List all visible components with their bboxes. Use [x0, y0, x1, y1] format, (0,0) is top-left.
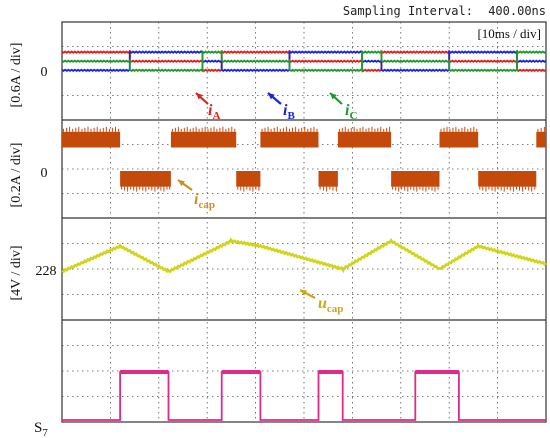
label-ucap: ucap [318, 295, 343, 315]
arrow-icap-head [178, 180, 185, 187]
label-icap: icap [194, 191, 215, 211]
panel2-ylabel: [0.2A / div] [9, 143, 24, 208]
panel4-s7-label: S7 [34, 420, 48, 438]
waveforms [61, 49, 547, 421]
sampling-interval: Sampling Interval: 400.00ns [343, 4, 546, 18]
label-iB: iB [283, 102, 295, 122]
series-iC [61, 49, 547, 73]
S7-high-segment [415, 370, 459, 374]
label-iC: iC [345, 102, 357, 122]
icap-segment-4 [168, 171, 171, 187]
icap-segment-12 [318, 171, 338, 187]
arrow-iC-head [330, 93, 337, 100]
sampling-value: 400.00ns [488, 4, 546, 18]
arrow-iB-head [268, 93, 275, 100]
icap-segment-20 [478, 171, 537, 187]
icap-segment-14 [337, 131, 392, 148]
annotation-arrows [177, 92, 343, 299]
icap-segment-16 [391, 171, 440, 187]
panel2-zero-label: 0 [41, 166, 48, 181]
panel3-ylabel: [4V / div] [9, 246, 24, 301]
S7-high-segment [120, 370, 169, 374]
sampling-label: Sampling Interval: [343, 4, 473, 18]
arrow-iA-head [196, 93, 203, 100]
label-iA: iA [208, 102, 220, 122]
grid [62, 22, 546, 422]
icap-segment-2 [120, 171, 169, 187]
series-iA [61, 49, 547, 73]
icap-segment-8 [236, 171, 261, 187]
S7-high-segment [318, 370, 343, 374]
icap-segment-6 [170, 131, 237, 148]
icap-segment-22 [536, 131, 546, 148]
timebase-label: [10ms / div] [477, 26, 541, 41]
icap-segment-0 [62, 131, 121, 148]
series-iB [61, 49, 547, 73]
panel1-zero-label: 0 [41, 65, 48, 80]
panel3-ref-label: 228 [36, 264, 57, 279]
series-ucap [61, 237, 547, 274]
panel1-ylabel: [0.6A / div] [9, 43, 24, 108]
arrow-ucap-head [300, 290, 307, 296]
icap-segment-10 [260, 131, 319, 148]
icap-segment-18 [439, 131, 479, 148]
S7-high-segment [221, 370, 261, 374]
